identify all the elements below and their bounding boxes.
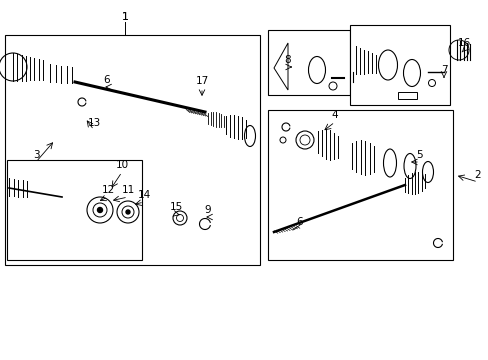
- Text: 9: 9: [204, 205, 211, 215]
- Text: 12: 12: [101, 185, 114, 195]
- Text: 8: 8: [284, 55, 291, 65]
- Circle shape: [126, 210, 130, 214]
- Text: 13: 13: [87, 118, 101, 128]
- Text: 14: 14: [137, 190, 150, 200]
- Text: 1: 1: [122, 12, 128, 22]
- Text: 15: 15: [169, 202, 182, 212]
- Bar: [5, 35, 260, 265]
- Bar: [267, 110, 452, 260]
- Text: 11: 11: [121, 185, 134, 195]
- Text: 2: 2: [474, 170, 480, 180]
- Text: 16: 16: [456, 38, 469, 48]
- Text: 7: 7: [440, 65, 447, 75]
- Text: 6: 6: [103, 75, 110, 85]
- Text: 4: 4: [331, 110, 338, 120]
- Text: 3: 3: [33, 150, 39, 160]
- Text: 5: 5: [416, 150, 423, 160]
- Text: 17: 17: [195, 76, 208, 86]
- Circle shape: [97, 207, 102, 212]
- Text: 1: 1: [121, 12, 128, 22]
- Bar: [397, 92, 416, 99]
- Bar: [267, 30, 349, 95]
- Text: 6: 6: [296, 217, 303, 227]
- Bar: [7, 160, 142, 260]
- Bar: [349, 25, 449, 105]
- Text: 10: 10: [115, 160, 128, 170]
